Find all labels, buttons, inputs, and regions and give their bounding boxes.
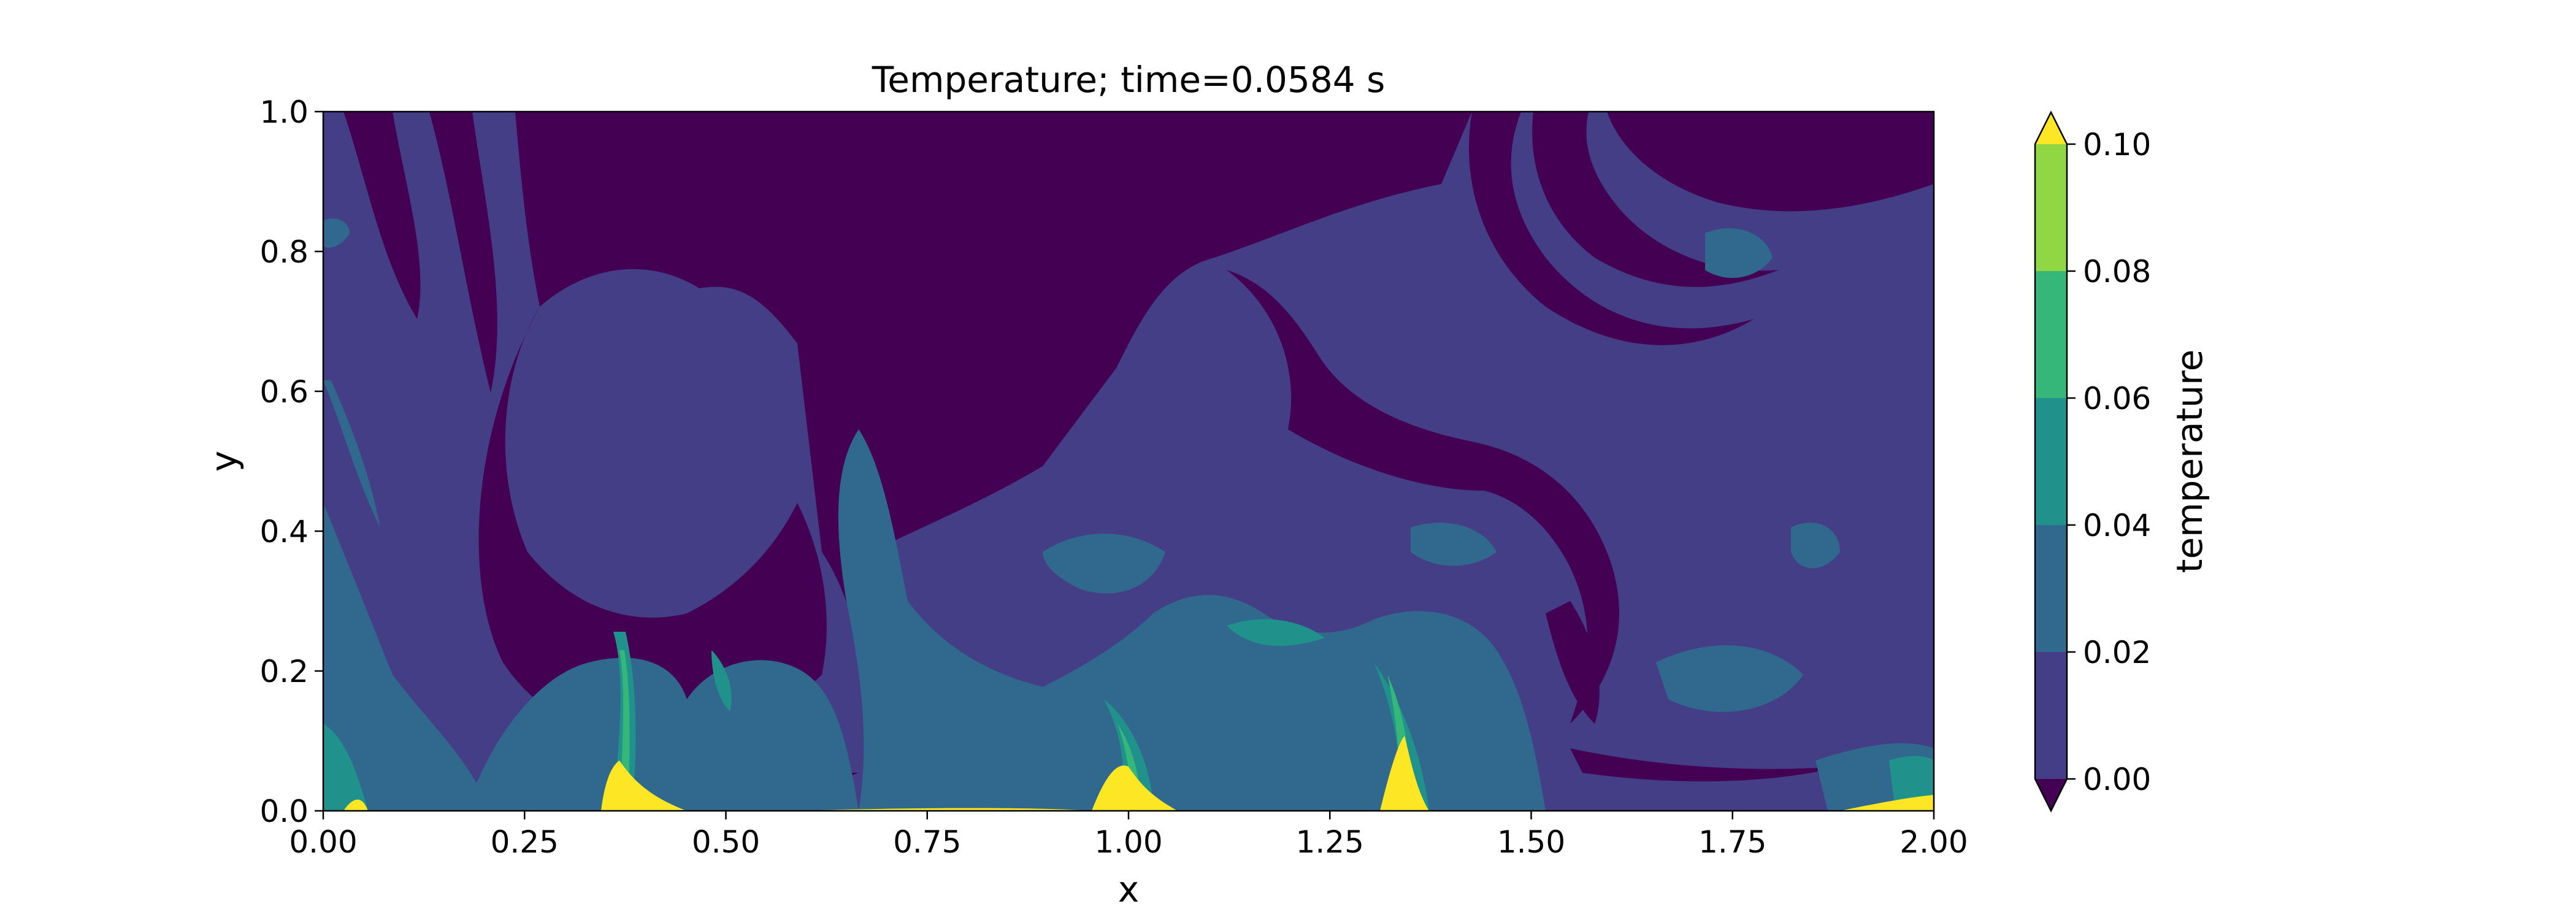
colorbar-tick-label: 0.00	[2083, 762, 2151, 797]
colorbar-tick-label: 0.04	[2083, 508, 2151, 543]
colorbar-segment	[2035, 144, 2067, 271]
colorbar-ticks: 0.00 0.02 0.04 0.06 0.08 0.10	[2067, 127, 2151, 797]
colorbar-segment	[2035, 271, 2067, 398]
colorbar-tick-label: 0.02	[2083, 635, 2151, 670]
y-tick-label: 0.4	[259, 514, 309, 550]
colorbar-extend-min	[2035, 779, 2067, 811]
colorbar-segment	[2035, 525, 2067, 652]
x-tick-label: 0.25	[491, 824, 559, 860]
y-tick-label: 0.2	[259, 654, 309, 689]
y-tick-label: 0.6	[259, 374, 309, 410]
x-tick-label: 1.00	[1094, 824, 1162, 860]
colorbar-label: temperature	[2169, 350, 2210, 573]
colorbar-extend-max	[2035, 112, 2067, 144]
x-tick-label: 1.50	[1497, 824, 1565, 860]
x-tick-label: 1.75	[1698, 824, 1766, 860]
y-tick-label: 0.0	[259, 794, 309, 829]
boundary-layer	[343, 736, 1934, 811]
colorbar-segment	[2035, 398, 2067, 525]
x-tick-label: 0.75	[893, 824, 961, 860]
y-axis-label: y	[203, 451, 245, 472]
temperature-field	[323, 112, 1934, 811]
colorbar-tick-label: 0.08	[2083, 254, 2151, 289]
y-axis: 0.0 0.2 0.4 0.6 0.8 1.0	[259, 94, 323, 829]
y-tick-label: 0.8	[259, 234, 309, 270]
x-tick-label: 0.50	[692, 824, 760, 860]
x-tick-label: 1.25	[1296, 824, 1364, 860]
x-axis-label: x	[1118, 868, 1139, 910]
x-axis: 0.00 0.25 0.50 0.75 1.00 1.25 1.50 1.75 2.00	[289, 811, 1968, 860]
chart-title: Temperature; time=0.0584 s	[872, 59, 1386, 101]
warm-plumes	[323, 218, 1934, 811]
colorbar-tick-label: 0.10	[2083, 127, 2151, 163]
x-tick-label: 2.00	[1899, 824, 1968, 860]
colorbar	[2034, 110, 2068, 813]
y-tick-label: 1.0	[259, 94, 309, 130]
x-tick-label: 0.00	[289, 824, 357, 860]
colorbar-segment	[2035, 652, 2067, 779]
colorbar-tick-label: 0.06	[2083, 381, 2151, 416]
